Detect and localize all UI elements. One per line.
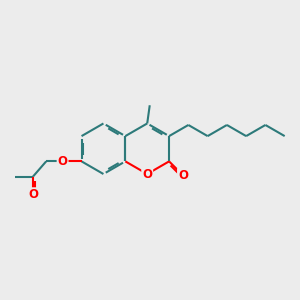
Text: O: O [28, 188, 38, 201]
Text: O: O [178, 169, 188, 182]
Text: O: O [58, 155, 68, 168]
Text: O: O [142, 167, 152, 181]
